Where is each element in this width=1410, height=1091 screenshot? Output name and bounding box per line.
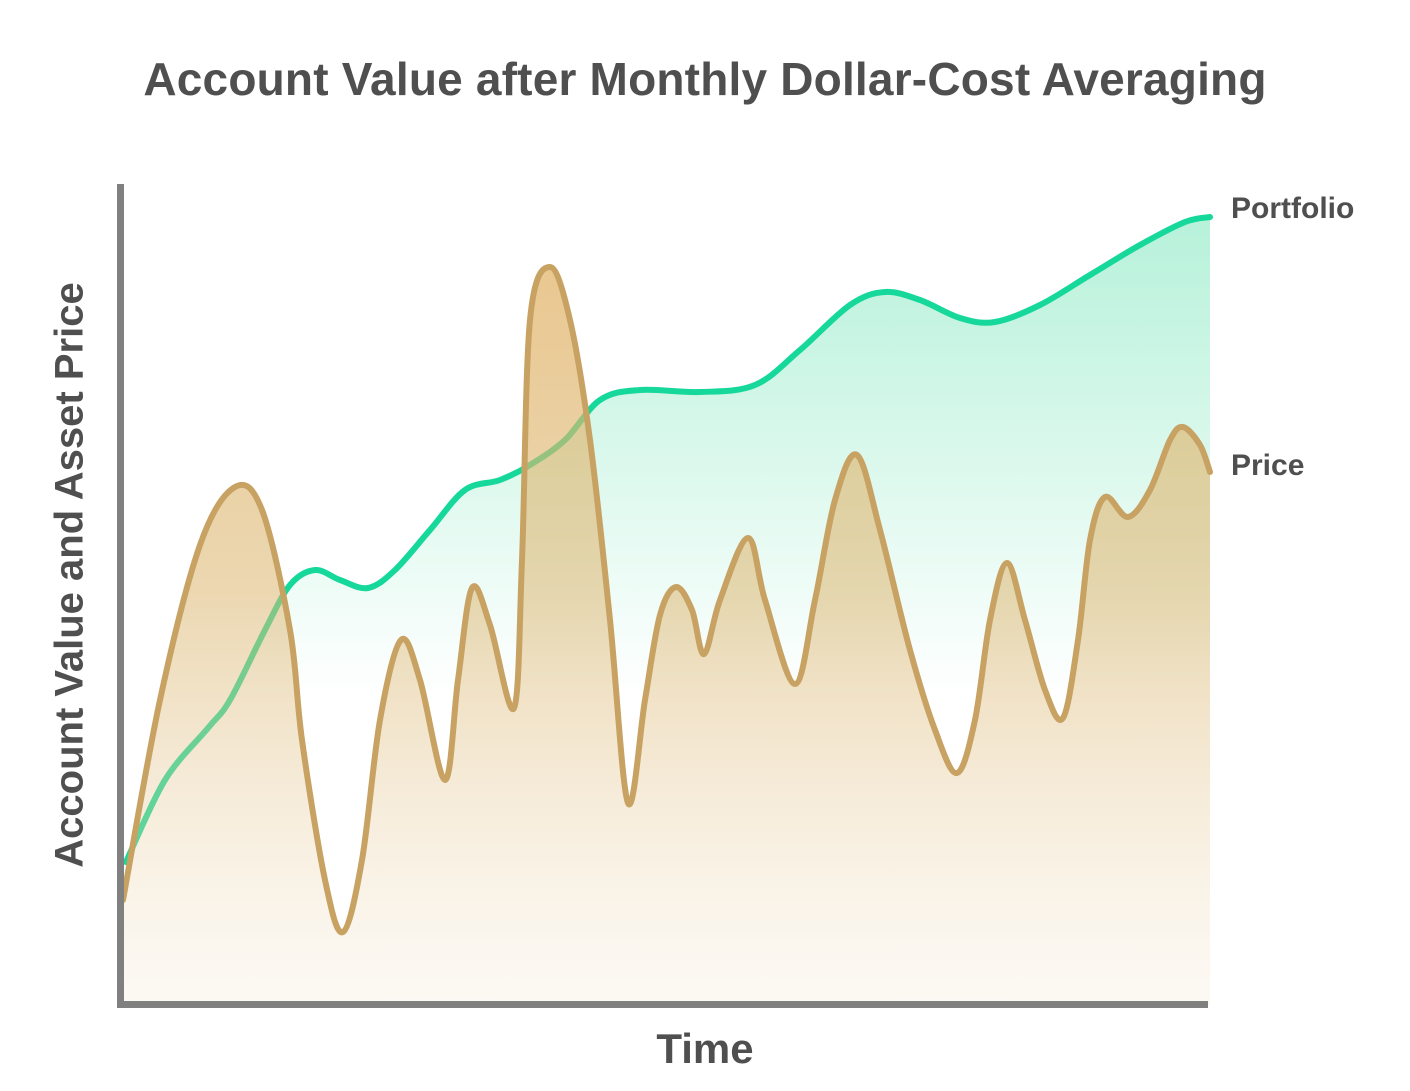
price-line: [120, 264, 1213, 936]
price-area: [123, 267, 1210, 1005]
y-axis-label: Account Value and Asset Price: [47, 282, 92, 868]
x-axis-label: Time: [656, 1025, 754, 1072]
chart-title: Account Value after Monthly Dollar-Cost …: [143, 53, 1267, 105]
legend-price-label: Price: [1231, 449, 1305, 482]
legend-portfolio-label: Portfolio: [1231, 192, 1355, 225]
